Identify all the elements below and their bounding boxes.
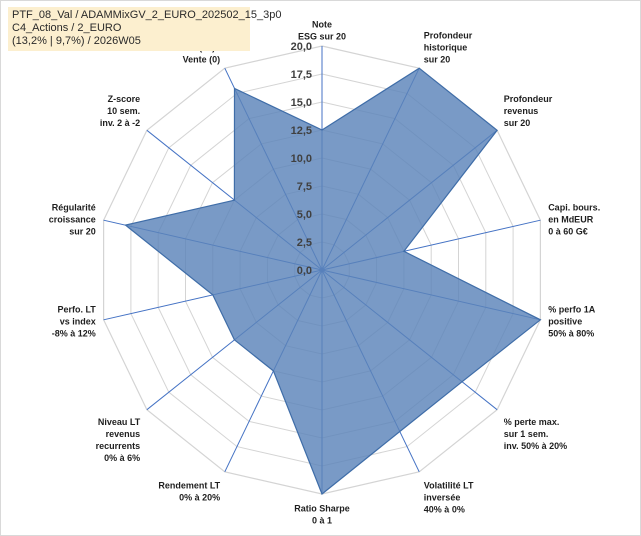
tick-label: 15,0 [291,97,312,109]
tick-label: 2,5 [297,237,312,249]
axis-label-line: % perfo 1A [548,305,596,315]
axis-label-line: % perte max. [504,417,560,427]
series-area [124,67,542,495]
tick-label: 5,0 [297,209,312,221]
axis-label: % perte max. sur 1 sem. inv. 50% à 20% [504,417,567,451]
axis-label-line: sur 20 [424,54,451,64]
tick-label: 12,5 [291,125,312,137]
tick-label: 17,5 [291,69,312,81]
axis-label-line: sur 20 [504,118,531,128]
axis-label-line: croissance [49,214,96,224]
axis-label-line: en MdEUR [548,214,594,224]
axis-label-line: vs index [60,317,96,327]
tick-label: 20,0 [291,41,312,53]
axis-label-line: 0 à 1 [312,516,332,526]
axis-label: Capi. bours. en MdEUR 0 à 60 G€ [548,202,600,236]
axis-label-line: Note [312,20,332,30]
axis-label-line: Niveau LT [98,417,141,427]
axis-label-line: -8% à 12% [52,329,96,339]
axis-label-line: Ratio Sharpe [294,504,350,514]
axis-label-line: inv. 50% à 20% [504,441,567,451]
axis-label: Rendement LT 0% à 20% [158,481,220,503]
axis-label-line: Volatilité LT [424,481,474,491]
axis-label: Profondeur historique sur 20 [424,30,473,64]
axis-label: Niveau LT revenus recurrents 0% à 6% [96,417,141,463]
axis-label: Note ESG sur 20 [298,20,346,42]
axis-label: Perfo. LT vs index -8% à 12% [52,305,97,339]
portfolio-stats: (13,2% | 9,7%) / 2026W05 [12,35,141,47]
axis-label-line: 0% à 6% [104,453,140,463]
axis-label-line: 10 sem. [107,106,140,116]
axis-label-line: historique [424,42,468,52]
radar-series [124,67,542,495]
axis-label-line: Régularité [52,202,96,212]
axis-label-line: Capi. bours. [548,202,600,212]
axis-label: Ratio Sharpe 0 à 1 [294,504,350,526]
axis-label-line: 0 à 60 G€ [548,226,588,236]
axis-label-line: Profondeur [504,94,553,104]
axis-label-line: sur 1 sem. [504,429,549,439]
axis-label-line: sur 20 [69,226,96,236]
portfolio-category: C4_Actions / 2_EURO [12,22,122,34]
tick-label: 7,5 [297,181,312,193]
axis-label: Volatilité LT inversée 40% à 0% [424,481,474,515]
axis-label-line: Rendement LT [158,481,220,491]
axis-label-line: 50% à 80% [548,329,594,339]
axis-label-line: revenus [504,106,539,116]
axis-label-line: Z-score [108,94,141,104]
axis-label-line: Vente (0) [183,54,221,64]
portfolio-info-box: PTF_08_Val / ADAMMixGV_2_EURO_202502_15_… [8,7,282,51]
axis-label-line: inversée [424,493,461,503]
axis-label-line: revenus [106,429,141,439]
axis-label-line: 40% à 0% [424,505,465,515]
tick-label: 0,0 [297,265,312,277]
axis-label-line: Perfo. LT [57,305,96,315]
axis-label-line: recurrents [96,441,141,451]
axis-label-line: inv. 2 à -2 [100,118,140,128]
axis-label: Z-score 10 sem. inv. 2 à -2 [100,94,140,128]
radar-tick-labels: 0,0 2,5 5,0 7,5 10,0 12,5 15,0 17,5 20,0 [291,41,312,277]
axis-label-line: positive [548,317,582,327]
axis-label: % perfo 1A positive 50% à 80% [548,305,596,339]
axis-label-line: 0% à 20% [179,493,220,503]
axis-label: Régularité croissance sur 20 [49,202,96,236]
portfolio-name: PTF_08_Val / ADAMMixGV_2_EURO_202502_15_… [12,9,282,21]
axis-label: Profondeur revenus sur 20 [504,94,553,128]
tick-label: 10,0 [291,153,312,165]
axis-label-line: Profondeur [424,30,473,40]
axis-label-line: ESG sur 20 [298,32,346,42]
